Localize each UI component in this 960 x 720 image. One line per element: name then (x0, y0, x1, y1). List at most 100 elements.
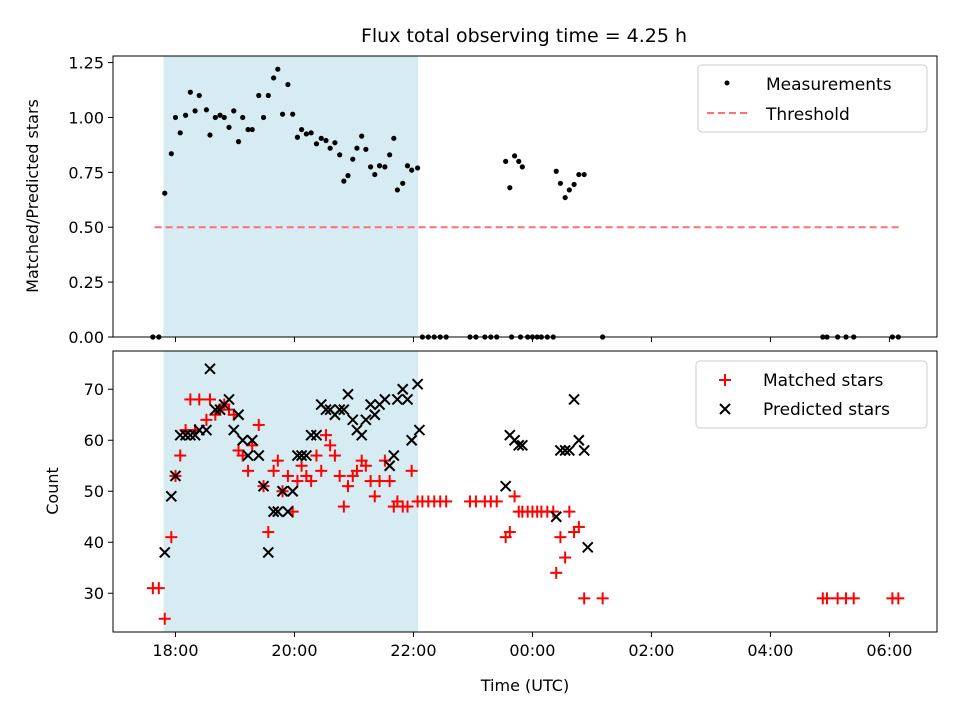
predicted-star-point (169, 470, 182, 482)
measurement-point (376, 163, 383, 169)
predicted-star-point (413, 424, 426, 436)
count-x-axis: 18:00 20:00 22:00 00:00 02:00 04:00 06:00 (152, 632, 912, 660)
matched-star-point (305, 475, 318, 488)
measurement-point (372, 171, 378, 178)
matched-star-point (820, 592, 833, 605)
predicted-star-point (554, 444, 567, 457)
matched-star-point (550, 566, 563, 579)
predicted-star-point (379, 393, 391, 406)
predicted-star-point (291, 449, 304, 462)
matched-star-point (401, 500, 414, 513)
measurement-point (391, 135, 397, 141)
matched-star-point (319, 429, 332, 442)
predicted-star-point (246, 434, 258, 446)
predicted-star-point (242, 449, 254, 462)
matched-star-point (359, 459, 372, 472)
matched-star-point (328, 449, 341, 462)
measurement-point (265, 92, 271, 99)
count-legend-box (695, 360, 928, 429)
matched-star-point (200, 413, 213, 426)
measurement-point (196, 92, 202, 99)
ratio-legend-box (697, 64, 928, 133)
count-x-tick-label: 04:00 (747, 641, 793, 660)
measurement-point (308, 130, 314, 136)
predicted-star-point (253, 449, 265, 462)
measurement-point (368, 164, 374, 170)
matched-star-point (158, 612, 171, 625)
measurement-point (285, 81, 291, 88)
ratio-y-axis: 0.00 0.25 0.50 0.75 1.00 1.25 (68, 54, 113, 347)
measurement-point (290, 111, 296, 117)
matched-star-point (267, 464, 280, 477)
predicted-star-point (513, 439, 525, 452)
count-y-axis-label: Count (43, 467, 62, 515)
measurement-point (363, 146, 369, 152)
predicted-star-point (405, 434, 418, 446)
measurement-point (337, 152, 343, 158)
legend-label-matched: Matched stars (763, 371, 883, 391)
legend-label-measurements: Measurements (766, 75, 892, 95)
measurement-point (182, 112, 189, 118)
matched-star-point (572, 520, 585, 533)
matched-star-point (310, 449, 323, 462)
measurement-point (566, 187, 572, 193)
matched-star-point (337, 500, 350, 513)
predicted-star-point (267, 505, 280, 518)
measurement-point (503, 158, 509, 164)
matched-star-point (324, 439, 337, 452)
matched-star-point (391, 495, 404, 508)
ratio-y-tick-label: 0.25 (68, 273, 104, 292)
matched-star-point (578, 592, 591, 605)
count-y-tick-label: 50 (84, 482, 104, 501)
measurement-point (341, 178, 347, 184)
ratio-shaded-span (163, 56, 419, 337)
predicted-star-point (360, 414, 372, 426)
matched-star-point (440, 495, 453, 508)
measurement-point (394, 187, 400, 193)
count-y-tick-label: 70 (84, 380, 104, 399)
measurement-point (409, 167, 415, 173)
measurement-point (217, 112, 223, 118)
measurement-point (245, 126, 251, 133)
matched-star-point (490, 495, 503, 508)
matched-star-point (368, 490, 381, 503)
predicted-star-point (397, 383, 409, 395)
measurement-point (581, 171, 587, 178)
measurement-point (249, 126, 255, 133)
measurement-point (359, 133, 365, 139)
matched-star-point (373, 475, 386, 488)
count-x-tick-label: 06:00 (866, 641, 912, 660)
measurement-point (207, 132, 213, 138)
measurement-point (387, 152, 393, 158)
matched-star-point (271, 454, 284, 467)
count-x-tick-label: 18:00 (152, 641, 198, 660)
predicted-star-point (550, 511, 562, 523)
matched-star-point (563, 505, 576, 518)
matched-star-point (508, 490, 521, 503)
count-y-tick-label: 30 (84, 584, 104, 603)
predicted-star-point (355, 429, 368, 441)
measurement-point (507, 185, 513, 191)
ratio-plot-frame (112, 55, 938, 338)
measurement-point (203, 107, 210, 113)
matched-star-point (291, 475, 304, 488)
measurement-point (576, 171, 582, 178)
measurement-point (192, 108, 198, 114)
matched-star-point (847, 592, 860, 605)
count-legend: Matched stars Predicted stars (695, 360, 928, 429)
matched-star-point (315, 464, 328, 477)
predicted-star-point (228, 424, 240, 436)
matched-star-point (281, 469, 294, 482)
measurement-point (345, 173, 351, 179)
matched-star-point (405, 464, 418, 477)
matched-star-point (165, 531, 178, 544)
count-x-tick-label: 20:00 (271, 641, 317, 660)
ratio-y-tick-label: 0.00 (68, 328, 104, 347)
predicted-star-point (295, 449, 308, 462)
measurement-point (187, 89, 193, 95)
matched-star-point (554, 531, 567, 544)
predicted-star-point (200, 424, 213, 436)
predicted-star-point (383, 460, 396, 472)
predicted-star-point (388, 449, 400, 462)
